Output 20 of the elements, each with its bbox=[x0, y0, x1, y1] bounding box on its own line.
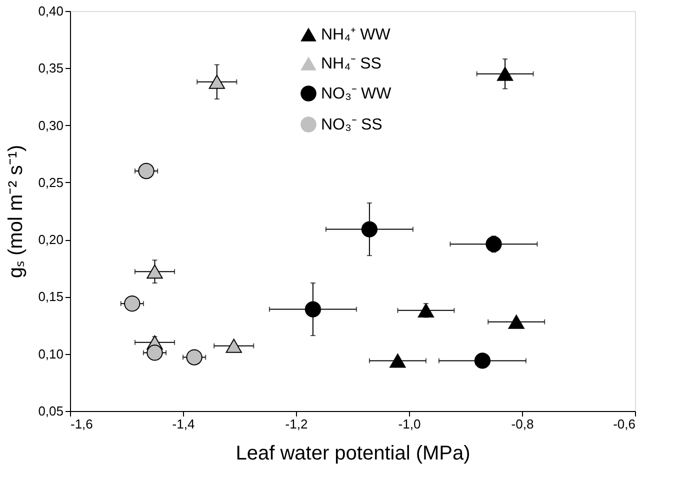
legend-label: NO₃⁻ WW bbox=[321, 86, 392, 102]
x-tick-label: -1,4 bbox=[172, 416, 195, 432]
y-tick-label: 0,05 bbox=[38, 404, 64, 418]
legend-label: NH₄⁻ SS bbox=[321, 56, 382, 72]
x-axis-title: Leaf water potential (MPa) bbox=[236, 442, 470, 464]
y-tick-label: 0,10 bbox=[38, 346, 64, 362]
y-tick-label: 0,25 bbox=[38, 174, 64, 190]
x-tick-label: -1,2 bbox=[285, 416, 308, 432]
x-tick-label: -1,0 bbox=[398, 416, 421, 432]
y-tick-label: 0,30 bbox=[38, 118, 64, 133]
y-tick-label: 0,15 bbox=[38, 289, 64, 304]
legend-label: NH₄⁺ WW bbox=[321, 26, 392, 44]
y-tick-label: 0,35 bbox=[38, 60, 64, 76]
x-tick-label: -0,6 bbox=[613, 416, 636, 432]
y-axis-title: gₛ (mol m⁻² s⁻¹) bbox=[5, 144, 28, 278]
y-tick-label: 0,20 bbox=[38, 232, 64, 248]
y-tick-label: 0,40 bbox=[38, 4, 64, 18]
x-tick-label: -0,8 bbox=[511, 416, 534, 432]
x-tick-label: -1,6 bbox=[70, 416, 93, 432]
legend-label: NO₃⁻ SS bbox=[321, 116, 382, 134]
